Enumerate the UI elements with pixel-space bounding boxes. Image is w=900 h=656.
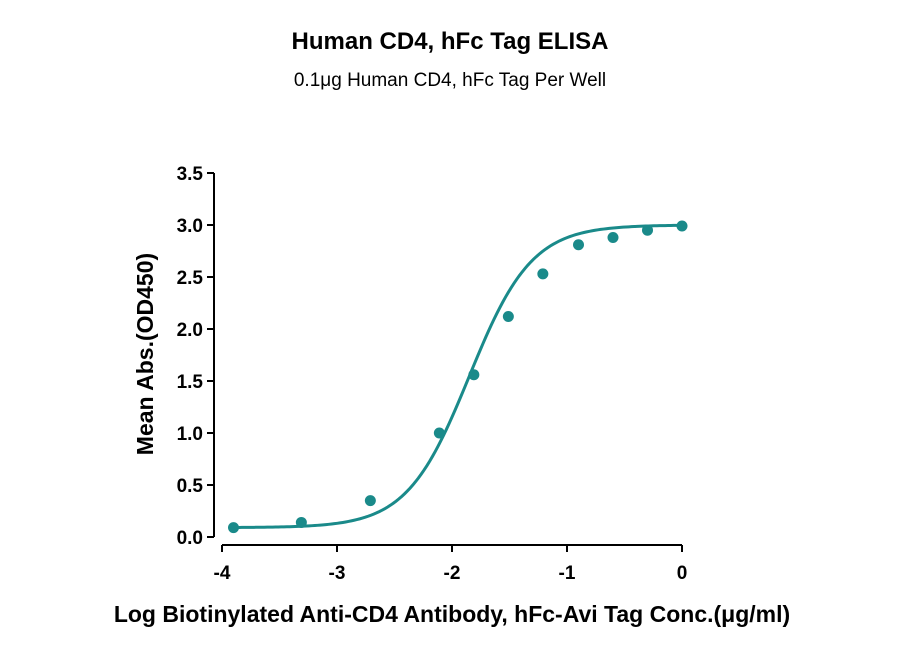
data-point	[537, 268, 549, 280]
y-tick-label: 3.0	[177, 216, 203, 237]
x-tick-label: 0	[677, 563, 688, 584]
y-tick-label: 0.0	[177, 528, 203, 549]
data-point	[573, 239, 584, 251]
chart-subtitle: 0.1μg Human CD4, hFc Tag Per Well	[293, 70, 607, 91]
y-tick-label: 0.5	[177, 476, 204, 497]
x-axis-label: Log Biotinylated Anti-CD4 Antibody, hFc-…	[114, 601, 790, 627]
y-tick-label: 3.5	[177, 164, 204, 185]
data-point	[468, 369, 480, 381]
data-point	[607, 231, 619, 243]
x-tick-label: -4	[214, 563, 231, 584]
data-point	[228, 522, 239, 534]
data-point	[642, 224, 653, 236]
axes: 0.0 0.5 1.0 1.5 2.0 2.5 3.0 3.5 -4 -3 -2 -1 0	[177, 164, 688, 584]
fit-curve-layer	[233, 223, 683, 529]
y-tick-label: 2.0	[177, 320, 203, 341]
data-points-layer	[228, 220, 688, 534]
data-point	[364, 495, 376, 507]
fit-curve	[233, 223, 683, 529]
chart-title: Human CD4, hFc Tag ELISA	[291, 28, 609, 55]
x-tick-label: -1	[559, 563, 576, 584]
y-tick-label: 2.5	[177, 268, 204, 289]
data-point	[295, 516, 307, 528]
x-tick-label: -2	[444, 563, 461, 584]
y-axis-label: Mean Abs.(OD450)	[132, 253, 158, 455]
y-tick-label: 1.0	[177, 424, 203, 445]
data-point	[433, 427, 445, 439]
data-point	[676, 220, 688, 232]
data-point	[502, 311, 514, 323]
x-tick-label: -3	[329, 563, 346, 584]
y-tick-label: 1.5	[177, 372, 204, 393]
